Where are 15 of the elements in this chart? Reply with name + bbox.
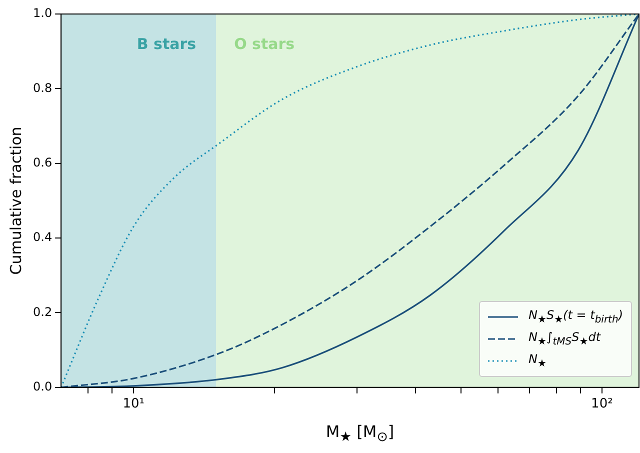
x-tick-label: 10²	[591, 396, 613, 412]
y-tick-label: 0.4	[32, 230, 52, 244]
y-tick-label: 1.0	[32, 6, 52, 20]
y-tick-label: 0.2	[32, 304, 52, 319]
legend-label: N$_{★}$∫$_{tMS}$S$_{★}$dt	[528, 330, 601, 348]
y-axis-title: Cumulative fraction	[6, 126, 25, 275]
y-tick-label: 0.6	[32, 155, 52, 170]
y-tick-label: 0.0	[32, 380, 52, 394]
band-label: O stars	[234, 34, 295, 53]
band-label: B stars	[136, 34, 196, 53]
y-tick-label: 0.8	[32, 80, 52, 95]
x-tick-label: 10¹	[122, 396, 145, 412]
legend-label: N$_{★}$	[528, 352, 546, 370]
x-axis-title: M$_{★}$ [M$_{⊙}$]	[324, 422, 396, 445]
legend-label: N$_{★}$S$_{★}$(t = t$_{birth}$)	[528, 308, 623, 326]
